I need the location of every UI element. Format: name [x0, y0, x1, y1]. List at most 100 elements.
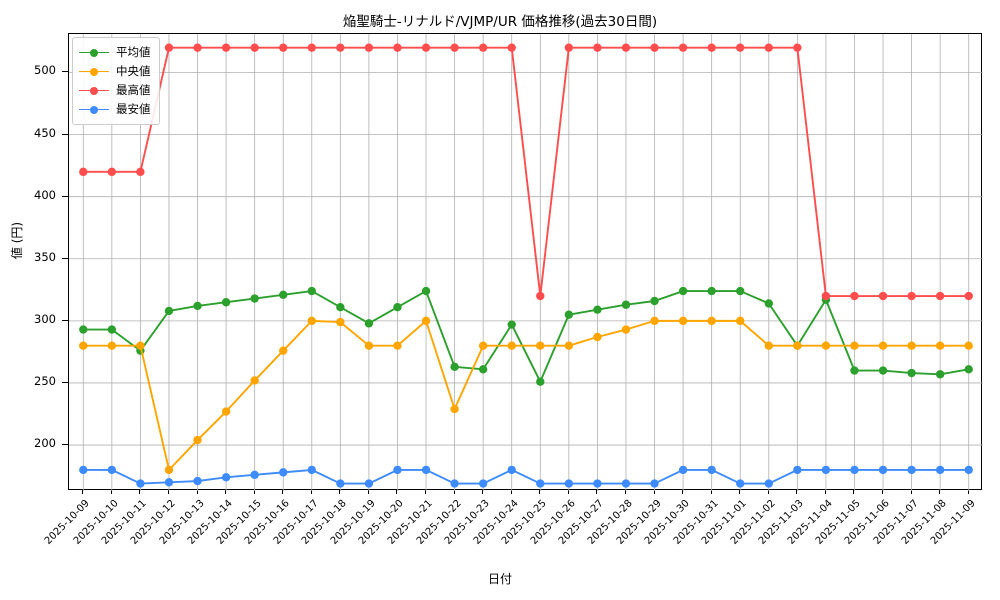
data-point — [421, 316, 431, 326]
data-point — [821, 341, 831, 350]
data-point — [935, 291, 945, 301]
series-1 — [79, 316, 973, 475]
x-axis-tick — [882, 490, 884, 494]
data-point — [736, 316, 745, 326]
data-point — [364, 319, 374, 328]
x-axis-tick — [82, 490, 84, 494]
data-point — [536, 291, 545, 301]
data-point — [850, 291, 859, 301]
x-axis-tick — [910, 490, 912, 494]
data-point — [164, 465, 174, 475]
x-axis-tick — [510, 490, 512, 494]
x-axis-tick — [167, 490, 169, 494]
x-axis-tick — [396, 490, 398, 494]
legend-label: 最高値 — [116, 82, 151, 97]
data-point — [650, 479, 659, 488]
data-point — [593, 332, 602, 342]
data-point — [79, 167, 88, 177]
data-point — [478, 341, 488, 350]
data-point — [221, 43, 231, 52]
chart-legend: 平均値 中央値 最高値最安値 — [72, 37, 160, 125]
data-point — [878, 291, 888, 301]
x-axis-tick — [453, 490, 455, 494]
data-point — [307, 286, 316, 296]
series-line — [82, 468, 970, 485]
legend-item-0[interactable]: 平均値 — [79, 43, 151, 62]
y-axis-tick — [62, 71, 68, 73]
x-axis-tick — [339, 490, 341, 494]
x-axis-tick — [310, 490, 312, 494]
data-point — [850, 341, 859, 350]
data-point — [79, 465, 88, 475]
data-point — [593, 305, 602, 314]
legend-label: 最安値 — [116, 101, 151, 116]
data-point — [736, 43, 745, 52]
x-axis-tick — [539, 490, 541, 494]
data-point — [764, 43, 773, 52]
x-axis-tick — [225, 490, 227, 494]
data-point — [421, 465, 431, 475]
y-axis-tick-label: 200 — [34, 436, 56, 451]
data-point — [764, 341, 773, 350]
data-point — [736, 286, 745, 296]
data-point — [764, 479, 773, 488]
data-point — [164, 478, 174, 487]
data-point — [136, 479, 145, 488]
data-point — [307, 465, 316, 475]
data-point — [878, 465, 888, 475]
data-point — [707, 465, 716, 475]
data-point — [878, 341, 888, 350]
y-axis-tick-label: 400 — [34, 187, 56, 202]
data-point — [621, 325, 631, 334]
y-axis-tick — [62, 257, 68, 259]
chart-title: 焔聖騎士-リナルド/VJMP/UR 価格推移(過去30日間) — [342, 14, 658, 30]
data-point — [621, 300, 631, 309]
data-point — [564, 43, 574, 52]
x-axis-tick — [482, 490, 484, 494]
data-point — [421, 286, 431, 296]
data-point — [850, 366, 859, 375]
data-point — [964, 341, 973, 350]
data-point — [650, 296, 659, 306]
data-point — [136, 167, 145, 177]
data-point — [564, 341, 574, 350]
legend-item-2[interactable]: 最高値 — [79, 81, 151, 100]
data-point — [507, 320, 516, 329]
x-axis-tick — [967, 490, 969, 494]
x-axis-tick — [767, 490, 769, 494]
data-point — [907, 291, 916, 301]
data-point — [450, 43, 459, 52]
data-point — [935, 465, 945, 475]
data-point — [79, 341, 88, 350]
data-point — [621, 43, 631, 52]
data-point — [564, 310, 574, 319]
x-axis-tick — [624, 490, 626, 494]
data-point — [450, 404, 459, 414]
data-point — [678, 43, 688, 52]
legend-item-1[interactable]: 中央値 — [79, 62, 151, 81]
series-line — [82, 290, 970, 383]
x-axis-tick — [367, 490, 369, 494]
data-point — [935, 370, 945, 379]
data-point — [621, 479, 631, 488]
data-point — [907, 368, 916, 378]
y-axis-tick — [62, 381, 68, 383]
data-point — [793, 465, 802, 475]
data-point — [364, 43, 374, 52]
legend-item-3[interactable]: 最安値 — [79, 100, 151, 119]
data-point — [221, 298, 231, 307]
data-point — [193, 435, 202, 445]
data-point — [650, 43, 659, 52]
data-point — [593, 43, 602, 52]
data-point — [250, 376, 259, 385]
data-point — [250, 43, 259, 52]
data-point — [935, 341, 945, 350]
legend-swatch-icon — [79, 47, 109, 59]
data-point — [964, 465, 973, 475]
data-point — [250, 470, 259, 480]
data-point — [393, 465, 402, 475]
data-point — [450, 479, 459, 488]
grid-lines — [69, 34, 983, 491]
y-axis-tick-label: 250 — [34, 373, 56, 388]
